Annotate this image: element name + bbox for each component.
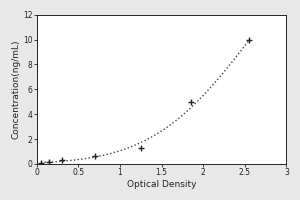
Y-axis label: Concentration(ng/mL): Concentration(ng/mL) [11,40,20,139]
X-axis label: Optical Density: Optical Density [127,180,196,189]
